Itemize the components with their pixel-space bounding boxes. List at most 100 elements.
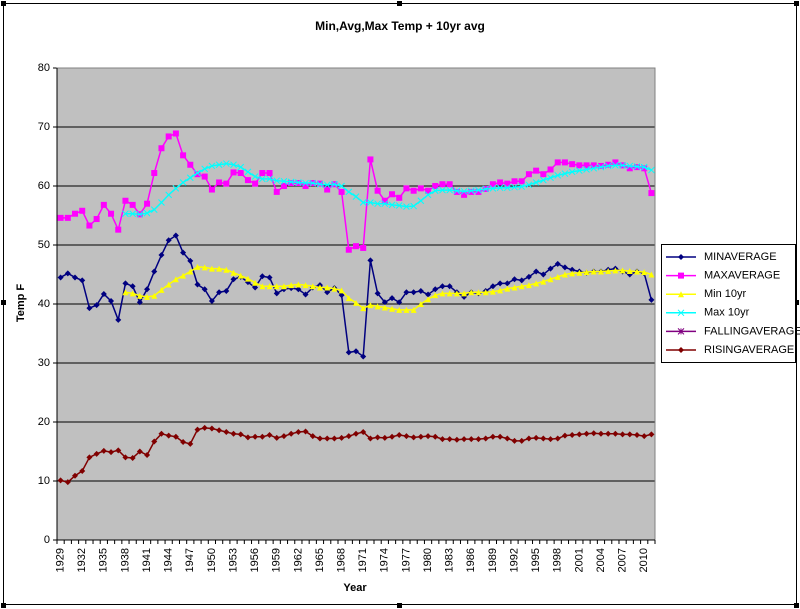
marker [230, 430, 237, 437]
marker [216, 265, 223, 272]
marker [367, 435, 374, 442]
marker [266, 170, 273, 177]
x-axis-label: Year [343, 582, 367, 594]
x-tick-label: 1998 [552, 548, 564, 572]
marker [266, 431, 273, 438]
x-tick-label: 1962 [292, 548, 304, 572]
marker [446, 186, 454, 194]
marker [439, 181, 446, 188]
marker [525, 273, 532, 280]
marker [180, 272, 187, 279]
marker [489, 185, 497, 192]
marker [533, 167, 540, 174]
marker [86, 454, 93, 461]
marker [345, 246, 352, 253]
marker [396, 194, 403, 201]
marker [186, 174, 194, 182]
marker [648, 166, 655, 174]
marker [57, 477, 64, 484]
marker [64, 270, 71, 277]
marker [446, 181, 453, 188]
marker [497, 179, 504, 186]
marker [324, 289, 331, 296]
marker [252, 433, 259, 440]
marker [489, 181, 496, 188]
marker [194, 426, 201, 433]
marker [72, 210, 79, 217]
marker [396, 431, 403, 438]
x-tick-label: 1992 [508, 548, 520, 572]
marker [396, 306, 403, 313]
legend-label: FALLINGAVERAGE [704, 325, 800, 337]
marker [93, 216, 100, 223]
marker [518, 178, 525, 185]
x-tick-label: 1986 [465, 548, 477, 572]
marker [266, 175, 273, 183]
marker [165, 281, 172, 288]
marker [252, 279, 259, 286]
marker [316, 435, 323, 442]
marker [215, 161, 223, 169]
marker [172, 433, 179, 440]
x-tick-label: 1968 [335, 548, 347, 572]
marker [287, 178, 295, 186]
marker [64, 214, 71, 221]
marker [453, 436, 460, 443]
marker [353, 299, 359, 306]
marker [525, 181, 533, 189]
marker [237, 431, 244, 438]
marker [115, 316, 122, 323]
marker [497, 280, 504, 287]
marker [108, 210, 115, 217]
marker [302, 428, 309, 435]
marker [425, 291, 432, 298]
x-tick-label: 1959 [271, 548, 283, 572]
marker [151, 268, 158, 275]
marker [208, 298, 215, 305]
marker [547, 436, 554, 443]
marker [403, 185, 410, 192]
marker [295, 179, 302, 186]
marker [540, 278, 547, 285]
marker [122, 289, 129, 296]
marker [482, 185, 490, 193]
marker [381, 200, 389, 208]
series-line [125, 162, 652, 216]
marker [187, 161, 194, 168]
legend [661, 244, 796, 363]
legend-label: MAXAVERAGE [704, 270, 780, 282]
marker [403, 203, 410, 211]
marker [273, 177, 281, 185]
marker [108, 449, 115, 456]
marker [288, 282, 295, 289]
marker [180, 249, 187, 256]
marker [648, 296, 655, 303]
marker [144, 452, 151, 459]
marker [273, 283, 280, 290]
marker [489, 433, 496, 440]
marker [158, 199, 165, 206]
marker [144, 293, 151, 300]
marker [194, 171, 201, 178]
marker [165, 133, 172, 140]
marker [388, 201, 396, 209]
marker [641, 269, 648, 276]
marker [151, 170, 158, 177]
marker [331, 285, 338, 292]
marker [504, 285, 511, 292]
y-tick-label: 20 [38, 416, 50, 428]
marker [57, 274, 64, 281]
marker [612, 267, 619, 274]
marker [244, 275, 251, 282]
marker [136, 448, 143, 455]
marker [410, 289, 417, 296]
marker [641, 433, 648, 440]
marker [295, 429, 302, 436]
marker [359, 199, 367, 206]
marker [605, 430, 612, 437]
marker [266, 274, 273, 281]
marker [129, 290, 136, 297]
marker [547, 276, 554, 283]
marker [64, 479, 71, 486]
marker [633, 431, 640, 438]
